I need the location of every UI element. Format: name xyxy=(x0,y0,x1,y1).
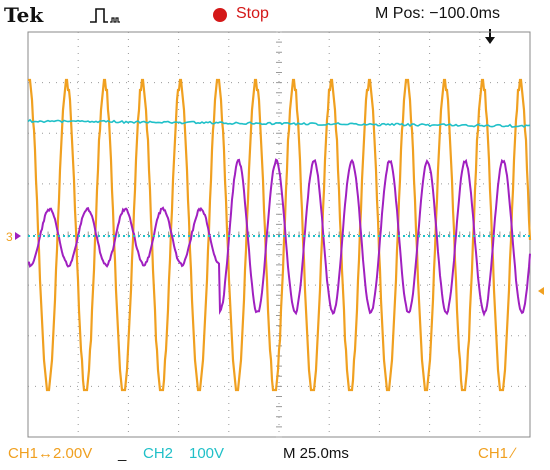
ch2-scale: 100V xyxy=(189,445,224,462)
ground-marker-arrow-icon xyxy=(15,232,21,240)
ch2-coupling-mark: _ xyxy=(118,445,126,462)
ch2-waveform xyxy=(28,120,530,127)
ch1-setting: CH1↔2.00V xyxy=(8,445,92,462)
ch2-label: CH2 xyxy=(143,445,173,462)
timebase-readout: M 25.0ms xyxy=(283,445,349,462)
channel-status-bar: CH1↔2.00V _ CH2 100V M 25.0ms CH1 ∕ xyxy=(0,440,550,470)
ground-marker: 3 xyxy=(6,230,13,244)
trigger-source: CH1 ∕ xyxy=(478,445,515,462)
trigger-level-arrow-icon xyxy=(538,287,544,295)
